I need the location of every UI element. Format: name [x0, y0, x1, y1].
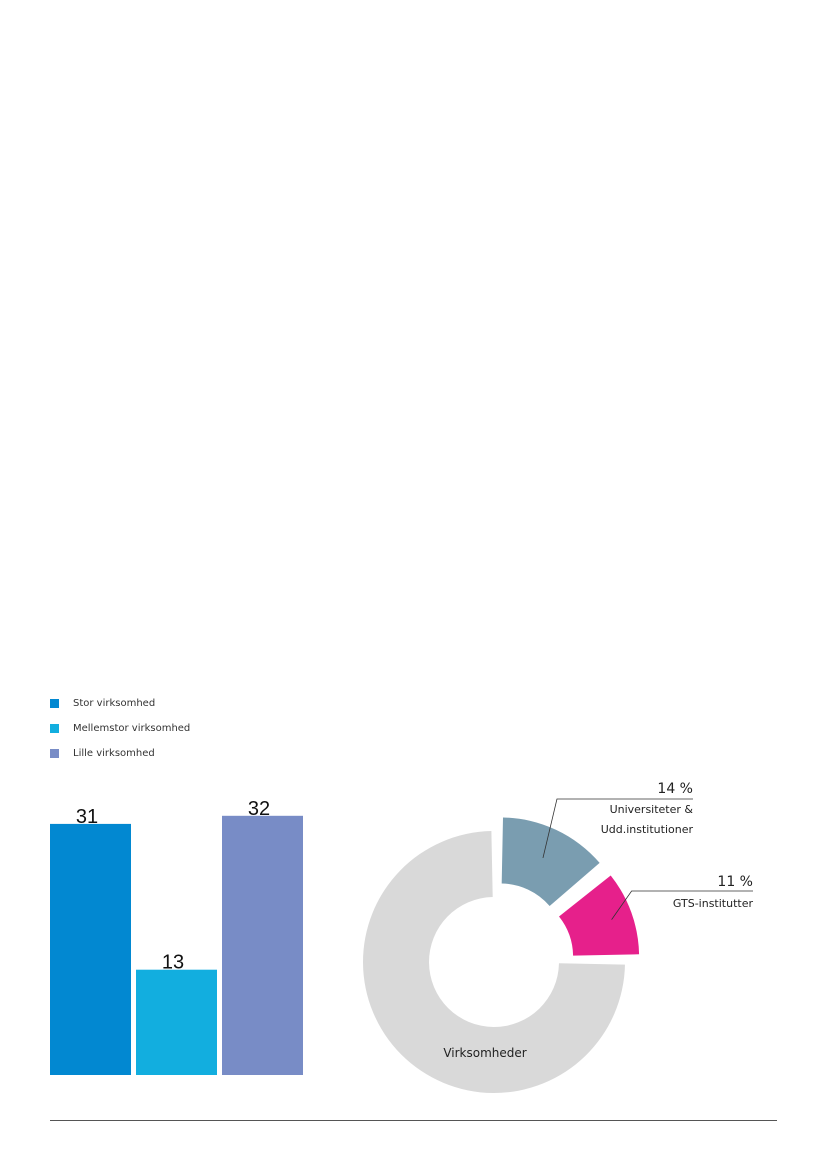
bar-2 — [136, 969, 217, 1075]
donut-leader-line-2 — [611, 890, 753, 920]
donut-leader-line-1 — [542, 798, 693, 859]
legend-swatch-lille — [50, 749, 59, 758]
bar-1 — [50, 823, 131, 1075]
donut-category-label-3: Virksomheder — [443, 1046, 526, 1060]
legend-item-lille: Lille virksomhed — [50, 748, 155, 759]
legend-label-lille: Lille virksomhed — [73, 748, 155, 759]
donut-chart: 14 % Universiteter & Udd.institutioner 11 %… — [363, 781, 754, 1094]
bottom-rule — [50, 1120, 777, 1121]
bar-chart: 31 13 32 — [50, 798, 303, 1075]
donut-category-label-1-line-1: Universiteter & — [610, 803, 694, 816]
donut-value-label-2: 11 % — [717, 874, 753, 890]
bar-value-label-1: 31 — [76, 806, 98, 828]
legend-label-stor: Stor virksomhed — [73, 698, 156, 709]
bar-value-label-3: 32 — [248, 798, 270, 820]
legend-swatch-mellemstor — [50, 724, 59, 733]
legend-item-stor: Stor virksomhed — [50, 698, 155, 709]
donut-slice-3 — [363, 831, 625, 1094]
legend-label-mellemstor: Mellemstor virksomhed — [73, 723, 191, 734]
legend-item-mellemstor: Mellemstor virksomhed — [50, 723, 190, 734]
donut-category-label-1-line-2: Udd.institutioner — [601, 823, 694, 836]
donut-value-label-1: 14 % — [657, 781, 693, 797]
legend-swatch-stor — [50, 699, 59, 708]
donut-slice-1 — [501, 817, 600, 907]
donut-slice-2 — [559, 875, 640, 956]
donut-category-label-2-line-1: GTS-institutter — [673, 897, 754, 910]
bar-3 — [222, 815, 303, 1075]
bar-value-label-2: 13 — [162, 952, 184, 974]
